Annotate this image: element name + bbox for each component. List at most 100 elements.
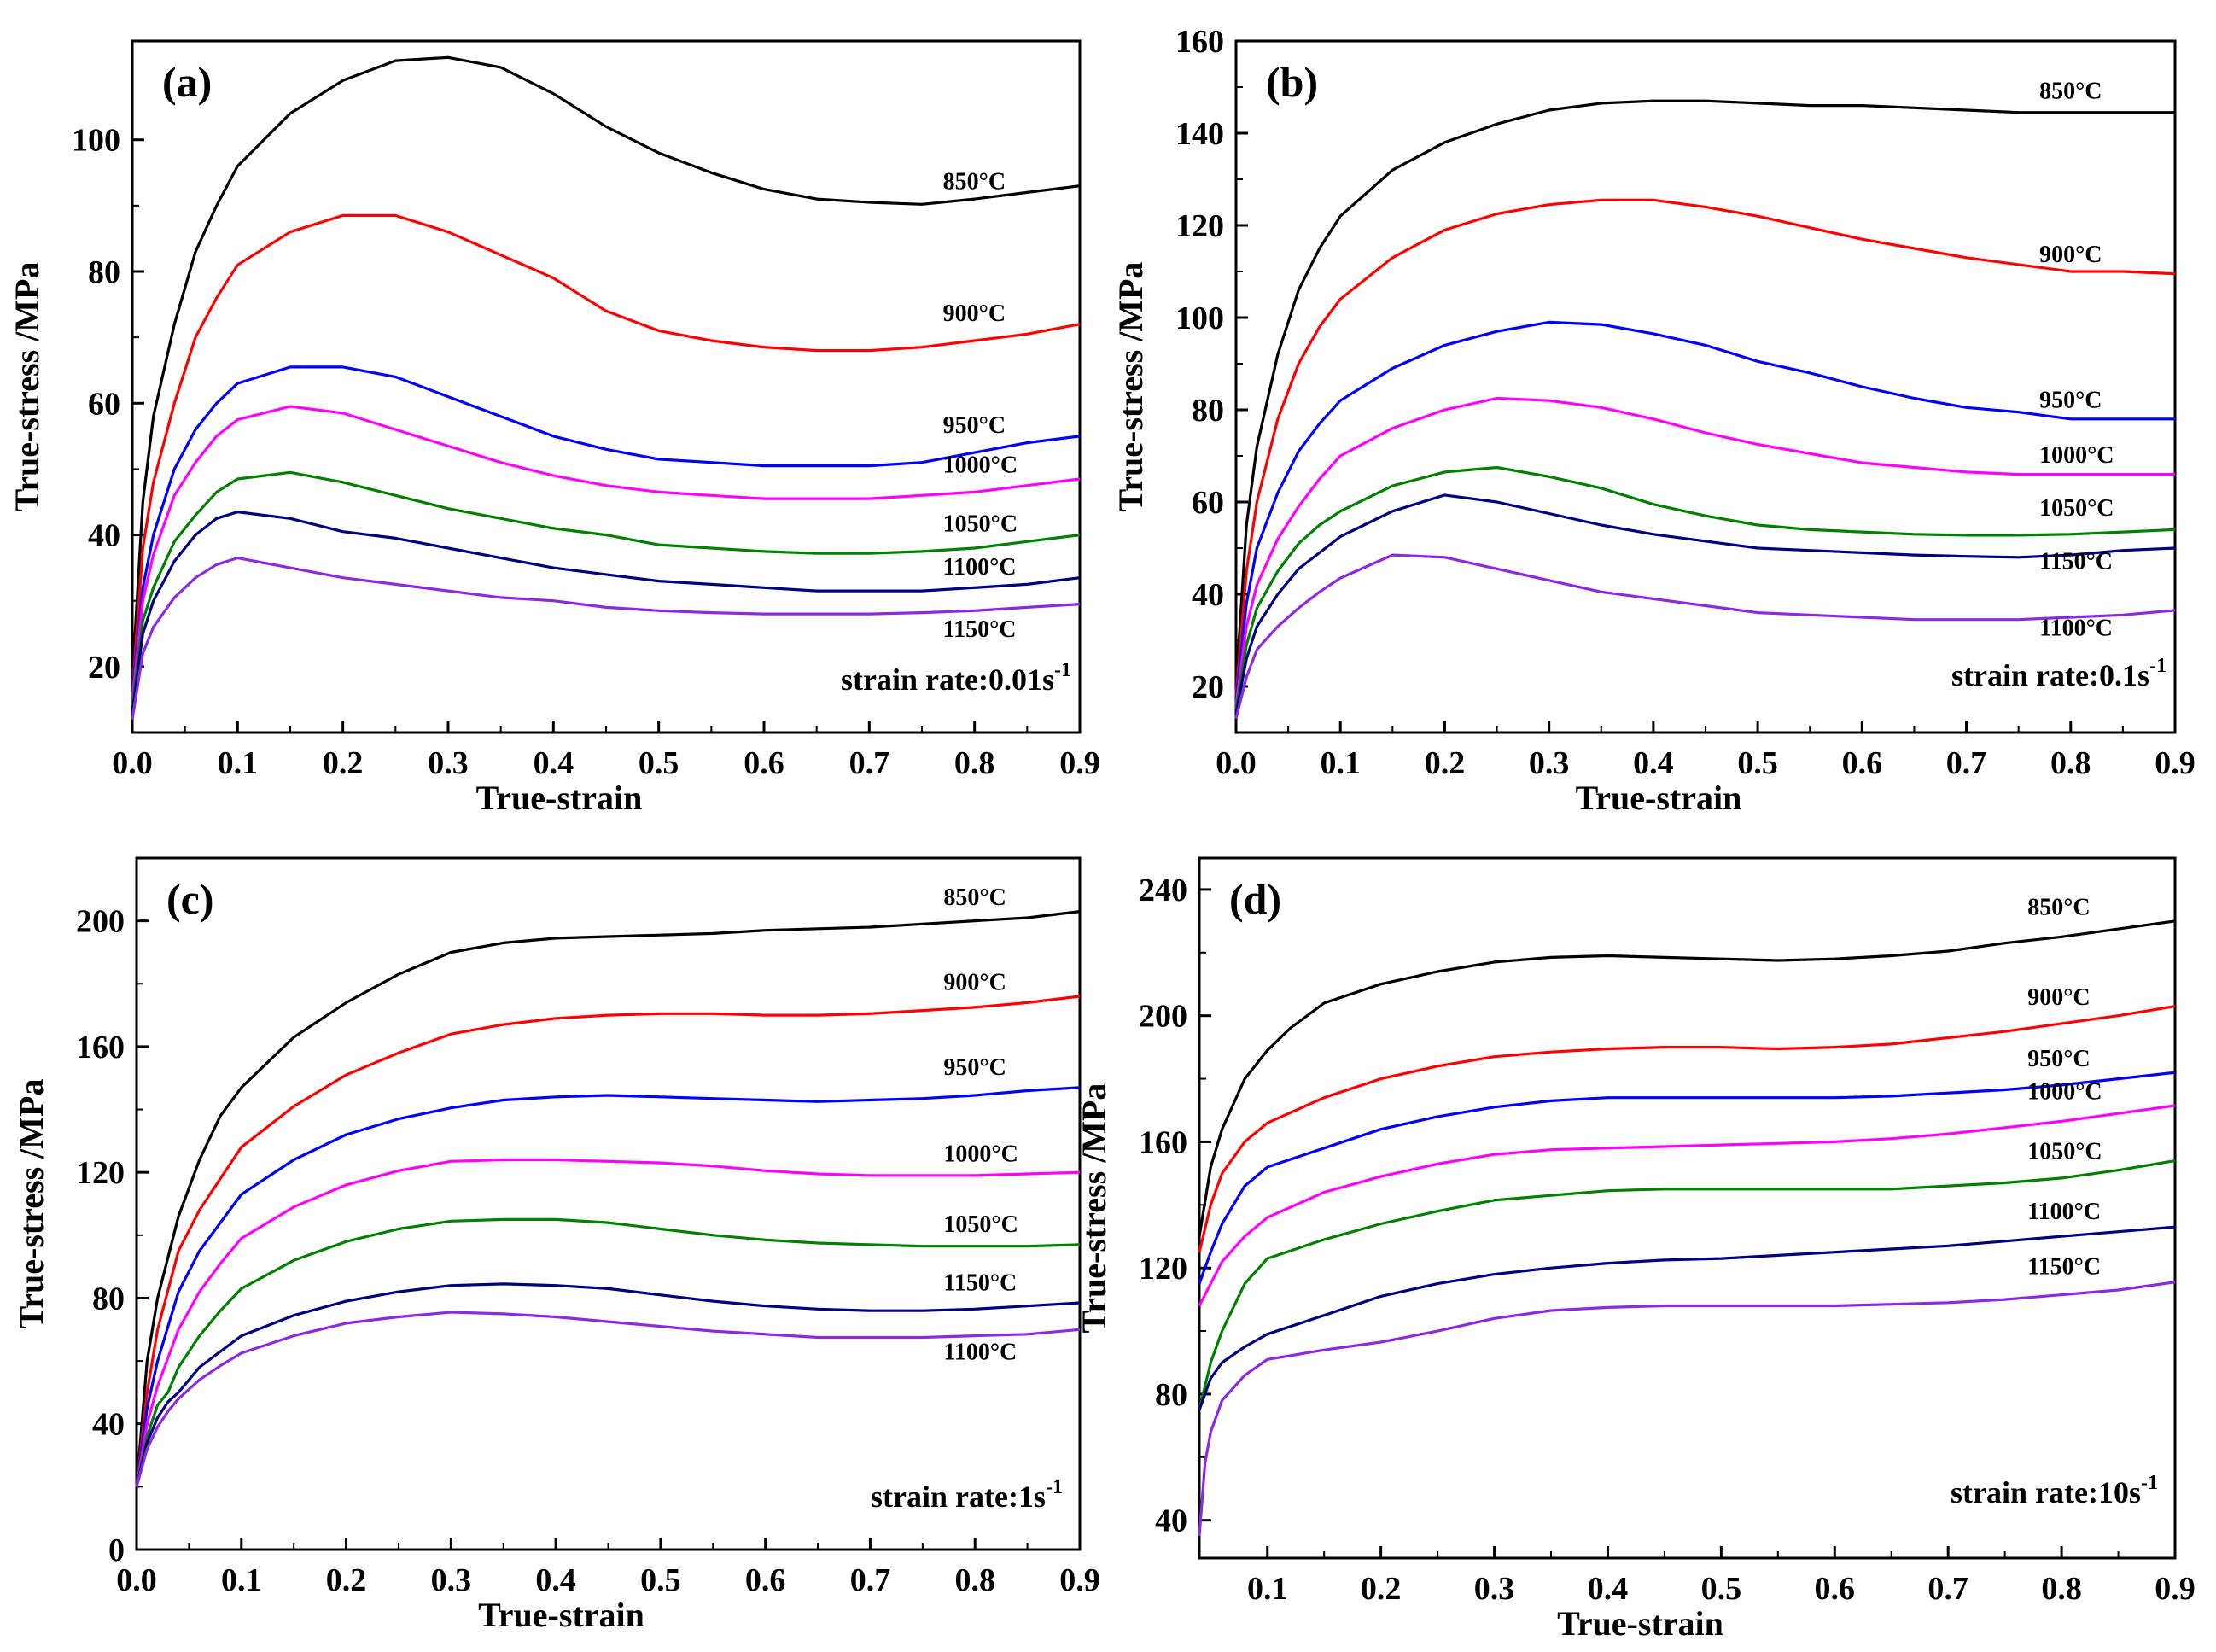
panel-2-xtick-label: 0.2: [1425, 745, 1466, 781]
panel-1-ytick-label: 100: [72, 123, 120, 159]
panel-4-series-label: 900°C: [2027, 984, 2090, 1011]
panel-2-xtick-label: 0.6: [1842, 745, 1883, 781]
panel-2-series-line: [1234, 493, 2176, 715]
panel-1-series-line: [131, 511, 1081, 714]
panel-4-series-label: 1100°C: [2027, 1199, 2101, 1225]
panel-3-xtick-label: 0.0: [116, 1562, 157, 1598]
panel-3-series-label: 1000°C: [943, 1141, 1018, 1167]
panel-2: 0.0 0.1 0.2 0.3 0.4 0.5 0.6 0.7 0.8 0.9 20 40 60 80 10…: [1111, 24, 2196, 817]
panel-4-xtick-label: 0.2: [1361, 1571, 1402, 1607]
panel-2-series-line: [1234, 99, 2175, 687]
panel-2-ytick-label: 80: [1192, 393, 1224, 429]
panel-4-label: (d): [1229, 875, 1281, 923]
panel-3-series-label: 950°C: [943, 1054, 1006, 1081]
panel-2-label: (b): [1266, 58, 1318, 106]
panel-4-ytick-label: 120: [1139, 1251, 1187, 1287]
panel-3-xtick-label: 0.9: [1059, 1562, 1100, 1598]
panel-4-xtick-label: 0.9: [2155, 1571, 2196, 1607]
panel-2-xtick-label: 0.9: [2155, 745, 2196, 781]
panel-2-ytick-label: 20: [1192, 669, 1224, 705]
panel-1-strain-rate: strain rate:0.01s-1: [841, 659, 1071, 697]
panel-2-series-line: [1234, 320, 2175, 701]
panel-3-ytick-label: 120: [76, 1155, 125, 1191]
panel-2-xtick-label: 0.0: [1216, 745, 1257, 781]
panel-1-xtick-label: 0.6: [744, 745, 784, 781]
panel-1: 0.0 0.1 0.2 0.3 0.4 0.5 0.6 0.7 0.8 0.9 20 40 60 80 10…: [8, 39, 1100, 817]
panel-2-series-line: [1234, 396, 2175, 705]
panel-3-xlabel: True-strain: [478, 1596, 644, 1634]
panel-4-ytick-label: 200: [1139, 999, 1187, 1035]
panel-3-series-line: [135, 1282, 1081, 1487]
panel-4-ytick-label: 160: [1139, 1124, 1187, 1160]
panel-3-series-label: 850°C: [943, 884, 1006, 911]
panel-2-ytick-label: 60: [1192, 485, 1224, 521]
panel-2-series-label: 1000°C: [2039, 442, 2114, 469]
panel-1-series-label: 1100°C: [943, 554, 1017, 581]
panel-2-xtick-label: 0.8: [2050, 745, 2091, 781]
panel-1-series-label: 1000°C: [943, 452, 1018, 478]
panel-4-ytick-label: 240: [1139, 873, 1187, 908]
panel-3-ylabel: True-stress /MPa: [12, 1079, 50, 1329]
panel-2-series-label: 950°C: [2039, 387, 2102, 413]
panel-1-xtick-label: 0.3: [428, 745, 469, 781]
panel-3-label: (c): [166, 875, 214, 923]
panel-3-series-label: 900°C: [943, 970, 1006, 996]
panel-3-frame: [135, 856, 1082, 1551]
panel-3-series-line: [135, 1086, 1081, 1487]
panel-4-series-line: [1198, 1104, 2176, 1307]
panel-2-ytick-label: 160: [1175, 24, 1224, 60]
panel-1-series-label: 950°C: [943, 412, 1006, 439]
panel-4-ylabel: True-stress /MPa: [1075, 1083, 1113, 1334]
panel-3-xtick-label: 0.2: [326, 1562, 367, 1598]
panel-3: 0.0 0.1 0.2 0.3 0.4 0.5 0.6 0.7 0.8 0.9 0 40 80 120 16…: [12, 856, 1100, 1634]
panel-4-xtick-label: 0.3: [1474, 1571, 1515, 1607]
panel-1-xtick-label: 0.9: [1059, 745, 1100, 781]
panel-4-series-label: 1000°C: [2027, 1079, 2102, 1106]
panel-4-series-line: [1198, 1005, 2176, 1253]
panel-3-xtick-label: 0.3: [431, 1562, 472, 1598]
panel-1-series-line: [131, 557, 1081, 720]
panel-1-xtick-label: 0.2: [323, 745, 364, 781]
panel-2-series-line: [1234, 198, 2176, 696]
panel-1-ytick-label: 80: [88, 254, 120, 290]
panel-1-series-label: 850°C: [943, 169, 1006, 196]
panel-2-series-label: 900°C: [2039, 242, 2102, 268]
panel-3-xtick-label: 0.5: [640, 1562, 681, 1598]
panel-2-xtick-label: 0.4: [1633, 745, 1674, 781]
panel-4: 0.1 0.2 0.3 0.4 0.5 0.6 0.7 0.8 0.9 40 80 120 160 200…: [1075, 856, 2196, 1643]
panel-2-xtick-label: 0.7: [1946, 745, 1987, 781]
panel-1-series-label: 1150°C: [943, 616, 1017, 643]
panel-2-strain-rate: strain rate:0.1s-1: [1951, 655, 2166, 692]
panel-2-xtick-label: 0.5: [1737, 745, 1778, 781]
panel-4-ytick-label: 80: [1155, 1377, 1187, 1413]
panel-2-series-label: 1050°C: [2039, 495, 2114, 522]
panel-3-ytick-label: 40: [92, 1407, 125, 1443]
panel-1-xtick-label: 0.5: [639, 745, 679, 781]
panel-1-xtick-label: 0.1: [218, 745, 259, 781]
panel-3-series-line: [135, 995, 1081, 1487]
panel-1-ylabel: True-stress /MPa: [8, 262, 46, 512]
panel-1-series-label: 1050°C: [943, 511, 1018, 538]
panel-1-xtick-label: 0.8: [954, 745, 995, 781]
panel-3-ytick-label: 0: [108, 1532, 125, 1568]
panel-2-xtick-label: 0.1: [1320, 745, 1361, 781]
panel-2-ytick-label: 100: [1175, 301, 1224, 336]
panel-2-series-line: [1234, 553, 2176, 720]
panel-1-series-line: [131, 405, 1081, 700]
panel-1-ytick-label: 60: [88, 386, 120, 422]
panel-3-xtick-label: 0.7: [850, 1562, 891, 1598]
panel-3-ytick-label: 200: [76, 904, 125, 940]
panel-4-strain-rate: strain rate:10s-1: [1951, 1472, 2158, 1509]
panel-4-xtick-label: 0.1: [1247, 1571, 1288, 1607]
panel-4-ytick-label: 40: [1155, 1503, 1187, 1539]
panel-3-xtick-label: 0.1: [221, 1562, 262, 1598]
panel-1-ytick-label: 20: [88, 650, 120, 686]
panel-4-xlabel: True-strain: [1557, 1604, 1723, 1643]
panel-4-xtick-label: 0.5: [1701, 1571, 1742, 1607]
panel-1-ytick-label: 40: [88, 518, 120, 554]
panel-1-series-line: [131, 365, 1081, 693]
panel-3-xtick-label: 0.6: [745, 1562, 786, 1598]
panel-1-xtick-label: 0.7: [849, 745, 890, 781]
